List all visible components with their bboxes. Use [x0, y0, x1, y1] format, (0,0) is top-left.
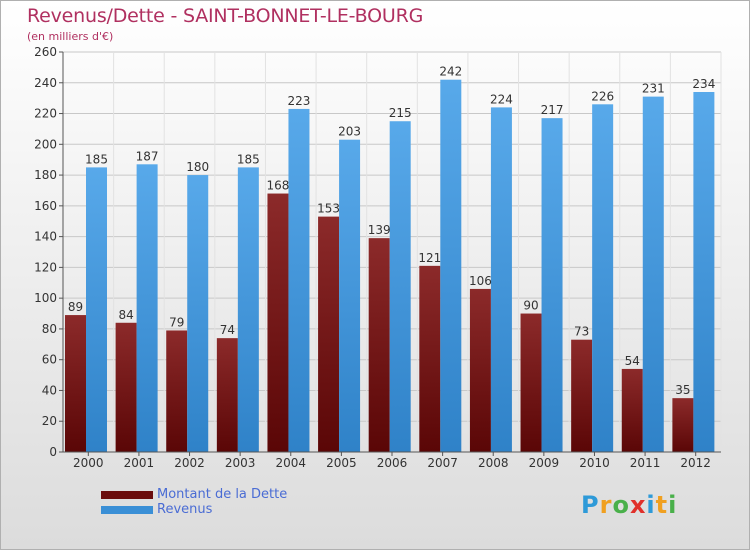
- x-tick-label-2001: 2001: [124, 456, 155, 470]
- data-label-debt-2010: 73: [574, 325, 589, 339]
- data-label-revenue-2006: 215: [389, 106, 412, 120]
- bar-debt-2010: [571, 339, 593, 452]
- data-label-debt-2004: 168: [267, 179, 290, 193]
- bar-revenue-2010: [592, 104, 614, 453]
- bar-debt-2003: [216, 338, 238, 452]
- x-tick-label-2011: 2011: [630, 456, 661, 470]
- data-label-debt-2006: 139: [368, 223, 391, 237]
- data-label-revenue-2011: 231: [642, 82, 665, 96]
- bar-revenue-2008: [490, 107, 512, 452]
- x-tick-label-2003: 2003: [225, 456, 256, 470]
- x-tick-label-2006: 2006: [377, 456, 408, 470]
- legend-label-revenue: Revenus: [157, 502, 213, 517]
- y-tick-label: 160: [34, 199, 57, 213]
- y-tick-label: 0: [49, 445, 57, 459]
- x-tick-label-2004: 2004: [275, 456, 306, 470]
- data-label-debt-2011: 54: [625, 354, 640, 368]
- x-tick-label-2008: 2008: [478, 456, 509, 470]
- bar-revenue-2005: [339, 139, 361, 452]
- y-tick-label: 120: [34, 260, 57, 274]
- data-label-revenue-2000: 185: [85, 152, 108, 166]
- proxiti-logo: Proxiti: [581, 491, 677, 519]
- chart-title: Revenus/Dette - SAINT-BONNET-LE-BOURG: [27, 5, 424, 27]
- legend-swatch-debt: [101, 491, 153, 499]
- bar-debt-2001: [115, 322, 137, 452]
- bar-revenue-2002: [187, 175, 209, 453]
- x-tick-label-2012: 2012: [680, 456, 711, 470]
- y-tick-label: 200: [34, 137, 57, 151]
- legend-label-debt: Montant de la Dette: [157, 487, 288, 502]
- bar-debt-2008: [469, 288, 491, 452]
- x-tick-label-2009: 2009: [529, 456, 560, 470]
- bar-revenue-2004: [288, 108, 310, 452]
- data-label-revenue-2012: 234: [692, 77, 715, 91]
- data-label-debt-2007: 121: [418, 251, 441, 265]
- bar-revenue-2000: [86, 167, 107, 452]
- y-tick-label: 180: [34, 168, 57, 182]
- y-tick-label: 40: [42, 383, 57, 397]
- data-label-debt-2012: 35: [675, 383, 690, 397]
- labels-layer: 89 185 84 187 79 180 74 185 168 223 153 203 139 215 12…: [68, 65, 715, 397]
- data-label-debt-2001: 84: [118, 308, 133, 322]
- bar-debt-2007: [419, 265, 441, 452]
- x-tick-label-2007: 2007: [427, 456, 458, 470]
- logo-letter: r: [599, 491, 613, 519]
- chart-subtitle: (en milliers d'€): [27, 30, 114, 43]
- bar-debt-2011: [621, 368, 643, 452]
- y-tick-label: 240: [34, 76, 57, 90]
- bars-layer: [65, 79, 715, 453]
- x-tick-label-2010: 2010: [579, 456, 610, 470]
- bar-revenue-2007: [440, 79, 462, 452]
- y-tick-label: 80: [42, 322, 57, 336]
- data-label-debt-2009: 90: [523, 299, 538, 313]
- y-tick-label: 100: [34, 291, 57, 305]
- bar-revenue-2003: [237, 167, 259, 452]
- bar-revenue-2009: [541, 118, 563, 453]
- data-label-revenue-2005: 203: [338, 125, 361, 139]
- logo-letter: P: [581, 491, 600, 519]
- bar-revenue-2012: [693, 92, 715, 452]
- bar-debt-2005: [318, 216, 340, 452]
- data-label-revenue-2009: 217: [541, 103, 564, 117]
- y-tick-label: 220: [34, 107, 57, 121]
- axis-layer: 0 20 40 60 80 100 120 140 160 180 200 220 240 260 2000…: [34, 45, 721, 470]
- bar-debt-2009: [520, 313, 542, 452]
- logo-letter: o: [612, 491, 630, 519]
- y-tick-label: 60: [42, 353, 57, 367]
- x-tick-label-2005: 2005: [326, 456, 357, 470]
- bar-debt-2006: [368, 238, 390, 452]
- data-label-revenue-2007: 242: [439, 65, 462, 79]
- x-tick-label-2000: 2000: [73, 456, 104, 470]
- data-label-revenue-2008: 224: [490, 92, 513, 106]
- data-label-debt-2008: 106: [469, 274, 492, 288]
- bar-debt-2004: [267, 193, 289, 453]
- data-label-debt-2005: 153: [317, 202, 340, 216]
- data-label-debt-2002: 79: [169, 315, 184, 329]
- y-tick-label: 20: [42, 414, 57, 428]
- logo-letter: i: [646, 491, 656, 519]
- logo-letter: t: [655, 491, 669, 519]
- y-tick-label: 140: [34, 230, 57, 244]
- legend-swatch-revenue: [101, 506, 153, 514]
- logo-letter: i: [668, 491, 678, 519]
- bar-debt-2012: [672, 398, 694, 452]
- data-label-debt-2000: 89: [68, 300, 83, 314]
- bar-revenue-2001: [136, 164, 158, 453]
- logo-letter: x: [629, 491, 647, 519]
- y-tick-label: 260: [34, 45, 57, 59]
- bar-debt-2002: [166, 330, 188, 452]
- data-label-revenue-2003: 185: [237, 152, 260, 166]
- data-label-revenue-2010: 226: [591, 89, 614, 103]
- data-label-revenue-2002: 180: [186, 160, 209, 174]
- x-tick-label-2002: 2002: [174, 456, 205, 470]
- data-label-revenue-2004: 223: [288, 94, 311, 108]
- data-label-revenue-2001: 187: [136, 149, 159, 163]
- bar-revenue-2006: [389, 121, 411, 452]
- bar-debt-2000: [65, 315, 86, 452]
- bar-revenue-2011: [642, 96, 664, 452]
- data-label-debt-2003: 74: [220, 323, 235, 337]
